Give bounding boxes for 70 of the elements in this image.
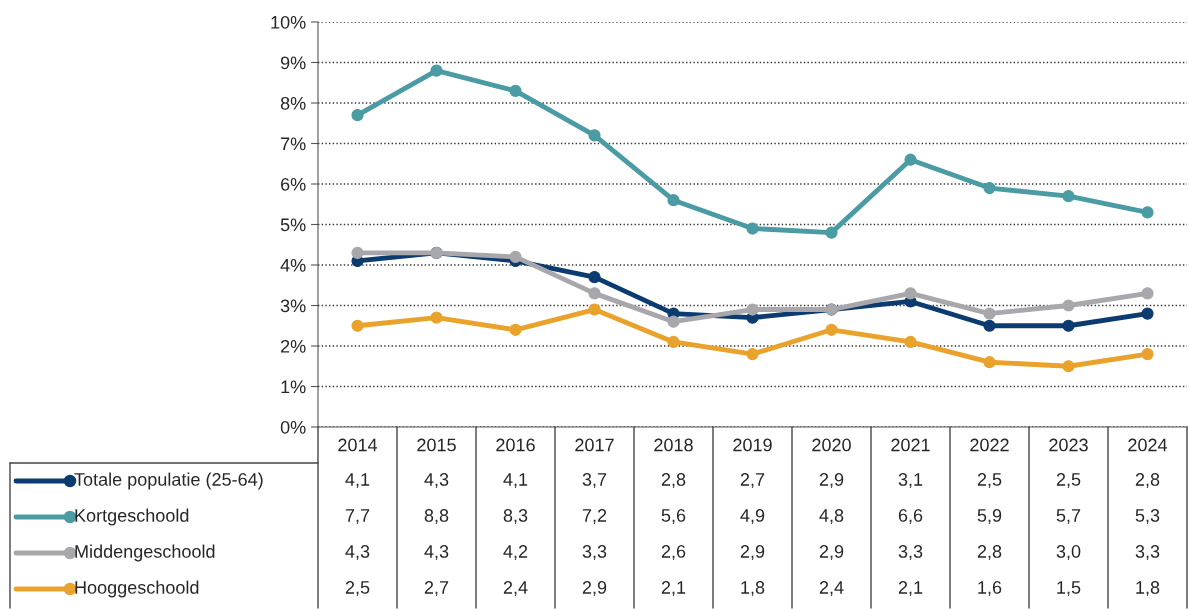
data-label: 3,3 xyxy=(582,545,607,560)
data-label: 2,5 xyxy=(977,473,1002,488)
y-tick-label: 6% xyxy=(281,177,306,191)
data-label: 8,8 xyxy=(424,509,449,524)
legend-label: Middengeschoold xyxy=(75,544,215,562)
x-tick-label: 2024 xyxy=(1128,438,1168,452)
x-tick-label: 2021 xyxy=(891,438,930,452)
data-label: 6,6 xyxy=(898,509,923,524)
legend-label: Hooggeschoold xyxy=(75,580,199,598)
data-label: 2,9 xyxy=(582,581,607,596)
y-tick-label: 9% xyxy=(280,56,306,70)
y-tick-label: 8% xyxy=(280,96,306,110)
data-label: 2,8 xyxy=(977,545,1002,560)
data-label: 5,9 xyxy=(977,509,1002,524)
y-tick-label: 3% xyxy=(280,299,306,313)
legend-label: Kortgeschoold xyxy=(75,508,189,526)
x-tick-label: 2016 xyxy=(496,438,535,452)
data-label: 2,7 xyxy=(424,581,449,596)
data-label: 3,7 xyxy=(582,473,607,488)
data-label: 1,8 xyxy=(741,581,765,596)
data-label: 2,7 xyxy=(740,473,765,488)
x-tick-label: 2020 xyxy=(812,438,851,452)
data-label: 2,8 xyxy=(1135,473,1160,488)
x-tick-label: 2022 xyxy=(970,438,1009,452)
y-tick-label: 2% xyxy=(281,339,306,353)
x-tick-label: 2018 xyxy=(654,438,693,452)
data-label: 2,4 xyxy=(819,581,844,596)
y-tick-label: 0% xyxy=(280,420,306,434)
data-label: 4,3 xyxy=(424,473,449,488)
data-label: 2,8 xyxy=(661,473,686,488)
data-label: 2,4 xyxy=(503,581,528,596)
x-tick-label: 2014 xyxy=(338,438,378,452)
data-label: 4,2 xyxy=(503,545,528,560)
data-label: 2,9 xyxy=(740,545,765,560)
data-label: 7,2 xyxy=(582,509,607,524)
legend-label: Totale populatie (25-64) xyxy=(74,472,263,490)
data-label: 2,9 xyxy=(819,545,844,560)
data-label: 2,5 xyxy=(1056,473,1081,488)
data-label: 2,6 xyxy=(661,545,686,560)
y-tick-label: 1% xyxy=(281,380,306,394)
data-label: 4,8 xyxy=(819,509,844,524)
y-tick-label: 5% xyxy=(280,218,306,232)
data-label: 2,1 xyxy=(661,581,686,596)
x-tick-label: 2015 xyxy=(417,438,456,452)
data-label: 3,0 xyxy=(1056,545,1081,560)
data-label: 1,6 xyxy=(978,581,1002,596)
data-label: 2,1 xyxy=(898,581,923,596)
x-tick-label: 2017 xyxy=(575,438,614,452)
y-tick-label: 7% xyxy=(281,137,306,151)
data-label: 3,3 xyxy=(898,545,923,560)
data-label: 5,6 xyxy=(661,509,686,524)
data-label: 1,5 xyxy=(1057,581,1081,596)
x-tick-label: 2019 xyxy=(733,438,772,452)
data-label: 1,8 xyxy=(1136,581,1160,596)
data-label: 3,3 xyxy=(1135,545,1160,560)
data-label: 8,3 xyxy=(503,509,528,524)
data-label: 4,3 xyxy=(345,545,370,560)
data-label: 4,3 xyxy=(424,545,449,560)
data-label: 3,1 xyxy=(898,473,923,488)
data-label: 4,9 xyxy=(740,509,765,524)
data-label: 2,9 xyxy=(819,473,844,488)
data-label: 4,1 xyxy=(503,473,528,488)
data-label: 2,5 xyxy=(345,581,370,596)
y-tick-label: 4% xyxy=(280,259,306,272)
y-tick-label: 10% xyxy=(271,15,306,29)
data-label: 5,7 xyxy=(1056,509,1081,524)
data-label: 7,7 xyxy=(345,509,370,524)
data-label: 4,1 xyxy=(345,473,370,488)
data-label: 5,3 xyxy=(1135,509,1160,524)
x-tick-label: 2023 xyxy=(1049,438,1088,452)
